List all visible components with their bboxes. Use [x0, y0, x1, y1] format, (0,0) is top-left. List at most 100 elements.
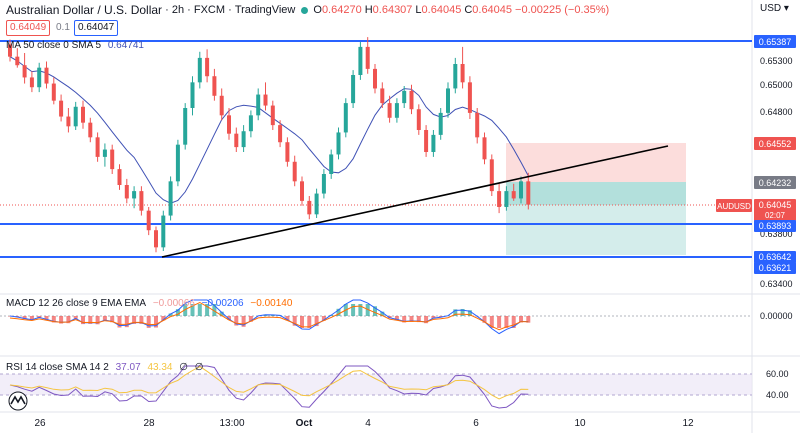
candle-body[interactable] [220, 96, 224, 116]
candle-body[interactable] [52, 84, 56, 101]
rsi-legend[interactable]: RSI 14 close SMA 14 2 37.07 43.34 ∅ ∅ [6, 362, 207, 373]
candle-body[interactable] [183, 108, 187, 145]
candle-body[interactable] [37, 68, 41, 88]
buy-button[interactable]: 0.64047 [74, 20, 118, 36]
candle-body[interactable] [249, 115, 253, 131]
candle-body[interactable] [453, 64, 457, 88]
candle-body[interactable] [483, 137, 487, 159]
candle-body[interactable] [125, 185, 129, 198]
candle-body[interactable] [169, 181, 173, 215]
candle-body[interactable] [234, 134, 238, 147]
candle-body[interactable] [23, 65, 27, 77]
candle-body[interactable] [366, 47, 370, 69]
source-label: TradingView [235, 4, 296, 16]
rsi-axis-label: 40.00 [766, 390, 789, 400]
candle-body[interactable] [227, 115, 231, 133]
candle-body[interactable] [205, 58, 209, 76]
target-zone-lower[interactable] [506, 205, 686, 255]
price-axis-label: 0.65000 [760, 80, 793, 90]
price-axis-label: 0.63400 [760, 279, 793, 289]
candles-layer[interactable] [8, 37, 530, 252]
candle-body[interactable] [337, 132, 341, 154]
candle-body[interactable] [147, 211, 151, 231]
sell-button[interactable]: 0.64049 [6, 20, 50, 36]
rsi-legend-ma: 43.34 [147, 362, 172, 373]
candle-body[interactable] [212, 76, 216, 96]
candle-body[interactable] [271, 106, 275, 126]
price-axis-label: 0.65300 [760, 56, 793, 66]
candle-body[interactable] [161, 216, 165, 248]
candle-body[interactable] [358, 47, 362, 75]
time-axis-label: 26 [34, 418, 46, 429]
symbol-tag-text: AUDUSD [717, 202, 751, 211]
candle-body[interactable] [329, 154, 333, 174]
candle-body[interactable] [446, 88, 450, 112]
ohlc-high: 0.64307 [373, 4, 413, 16]
candle-body[interactable] [490, 159, 494, 191]
currency-selector[interactable]: USD ▾ [760, 3, 789, 14]
candle-body[interactable] [322, 174, 326, 194]
candle-body[interactable] [198, 58, 202, 82]
candle-body[interactable] [344, 103, 348, 132]
candle-body[interactable] [15, 57, 19, 66]
candle-body[interactable] [66, 117, 70, 127]
candle-body[interactable] [373, 69, 377, 89]
candle-body[interactable] [300, 181, 304, 201]
candle-body[interactable] [103, 150, 107, 157]
time-axis-label: Oct [296, 418, 313, 429]
target-zone-upper[interactable] [506, 182, 686, 205]
candle-body[interactable] [351, 75, 355, 103]
candle-body[interactable] [256, 95, 260, 116]
candle-body[interactable] [154, 230, 158, 247]
candle-body[interactable] [88, 123, 92, 138]
candle-body[interactable] [264, 95, 268, 106]
ma-legend[interactable]: MA 50 close 0 SMA 5 0.64741 [6, 40, 148, 51]
candle-body[interactable] [45, 68, 49, 84]
candle-body[interactable] [395, 103, 399, 118]
candle-body[interactable] [439, 113, 443, 135]
candle-body[interactable] [307, 201, 311, 214]
candle-body[interactable] [388, 103, 392, 118]
candle-body[interactable] [497, 191, 501, 207]
candle-body[interactable] [81, 107, 85, 123]
candle-body[interactable] [461, 64, 465, 82]
market-status-icon[interactable] [301, 7, 308, 14]
symbol-name[interactable]: Australian Dollar / U.S. Dollar [6, 3, 162, 17]
candle-body[interactable] [380, 88, 384, 103]
candle-body[interactable] [285, 142, 289, 162]
candle-body[interactable] [293, 162, 297, 182]
candle-body[interactable] [402, 91, 406, 103]
candle-body[interactable] [242, 131, 246, 147]
candle-body[interactable] [30, 77, 34, 87]
resistance-tag-text: 0.65387 [759, 37, 792, 47]
candle-body[interactable] [132, 191, 136, 198]
candle-body[interactable] [139, 191, 143, 211]
candle-body[interactable] [417, 109, 421, 130]
candle-body[interactable] [526, 181, 530, 204]
candle-body[interactable] [118, 169, 122, 185]
candle-body[interactable] [424, 130, 428, 152]
candle-body[interactable] [410, 91, 414, 109]
candle-body[interactable] [74, 107, 78, 127]
candle-body[interactable] [176, 145, 180, 182]
entry-tag-text: 0.64232 [759, 178, 792, 188]
candle-body[interactable] [504, 191, 508, 207]
candle-body[interactable] [110, 150, 114, 170]
macd-legend[interactable]: MACD 12 26 close 9 EMA EMA −0.00066 −0.0… [6, 298, 296, 309]
candle-body[interactable] [431, 135, 435, 152]
candle-body[interactable] [96, 137, 100, 157]
candle-body[interactable] [59, 101, 63, 117]
ohlc-open: 0.64270 [322, 4, 362, 16]
rsi-legend-na: ∅ [179, 362, 188, 373]
candle-body[interactable] [475, 113, 479, 137]
interval-label[interactable]: 2h [172, 4, 184, 16]
candle-body[interactable] [512, 191, 516, 198]
candle-body[interactable] [519, 181, 523, 198]
candle-body[interactable] [468, 82, 472, 113]
tradingview-logo-icon[interactable] [9, 392, 27, 410]
candle-body[interactable] [315, 194, 319, 215]
time-axis-label: 13:00 [219, 418, 244, 429]
candle-body[interactable] [191, 82, 195, 108]
candle-body[interactable] [278, 125, 282, 142]
